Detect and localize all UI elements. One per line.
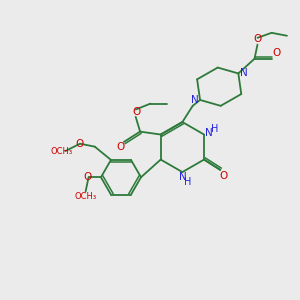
Text: H: H [184, 177, 191, 188]
Text: N: N [240, 68, 248, 78]
Text: O: O [132, 106, 140, 117]
Text: H: H [211, 124, 218, 134]
Text: N: N [178, 172, 186, 182]
Text: O: O [219, 171, 227, 181]
Text: N: N [206, 128, 213, 138]
Text: OCH₃: OCH₃ [75, 192, 97, 201]
Text: N: N [191, 95, 199, 105]
Text: O: O [272, 48, 281, 58]
Text: O: O [75, 139, 84, 149]
Text: O: O [116, 142, 124, 152]
Text: OCH₃: OCH₃ [51, 147, 73, 156]
Text: O: O [84, 172, 92, 182]
Text: O: O [253, 34, 262, 44]
